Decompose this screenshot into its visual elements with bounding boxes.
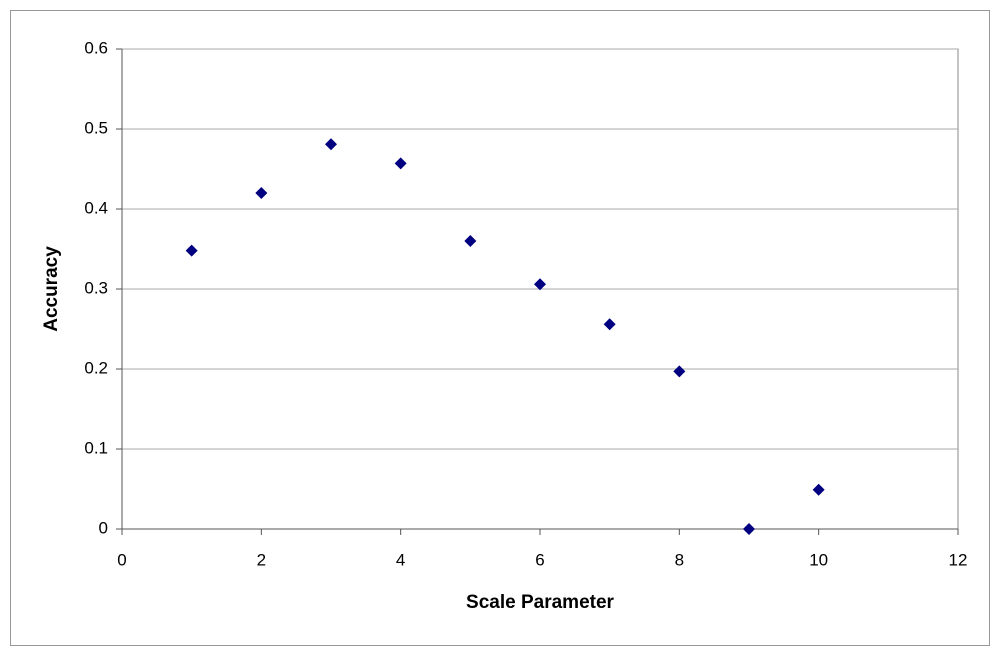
x-tick-label: 0 bbox=[117, 550, 126, 569]
data-point bbox=[325, 138, 337, 151]
y-tick-label: 0.1 bbox=[84, 438, 108, 457]
y-axis-title: Accuracy bbox=[41, 246, 62, 332]
data-point bbox=[185, 244, 198, 257]
x-tick-label: 12 bbox=[949, 550, 968, 569]
data-point bbox=[603, 318, 616, 331]
x-tick-label: 4 bbox=[396, 550, 405, 569]
y-tick-label: 0.4 bbox=[84, 198, 108, 217]
data-point bbox=[255, 187, 268, 199]
data-point bbox=[673, 365, 686, 378]
data-point bbox=[394, 157, 407, 170]
y-tick-label: 0.6 bbox=[84, 38, 108, 57]
x-tick-label: 6 bbox=[535, 550, 544, 569]
data-point bbox=[743, 523, 755, 535]
x-tick-label: 8 bbox=[675, 550, 684, 569]
x-tick-label: 2 bbox=[257, 550, 266, 569]
y-tick-label: 0.5 bbox=[84, 118, 108, 137]
data-point bbox=[464, 235, 477, 247]
y-tick-label: 0 bbox=[99, 518, 108, 537]
y-tick-label: 0.3 bbox=[84, 278, 108, 297]
x-axis-title: Scale Parameter bbox=[466, 592, 614, 613]
data-point bbox=[534, 278, 546, 291]
y-tick-label: 0.2 bbox=[84, 358, 108, 377]
data-point bbox=[812, 483, 825, 496]
x-tick-label: 10 bbox=[809, 550, 828, 569]
